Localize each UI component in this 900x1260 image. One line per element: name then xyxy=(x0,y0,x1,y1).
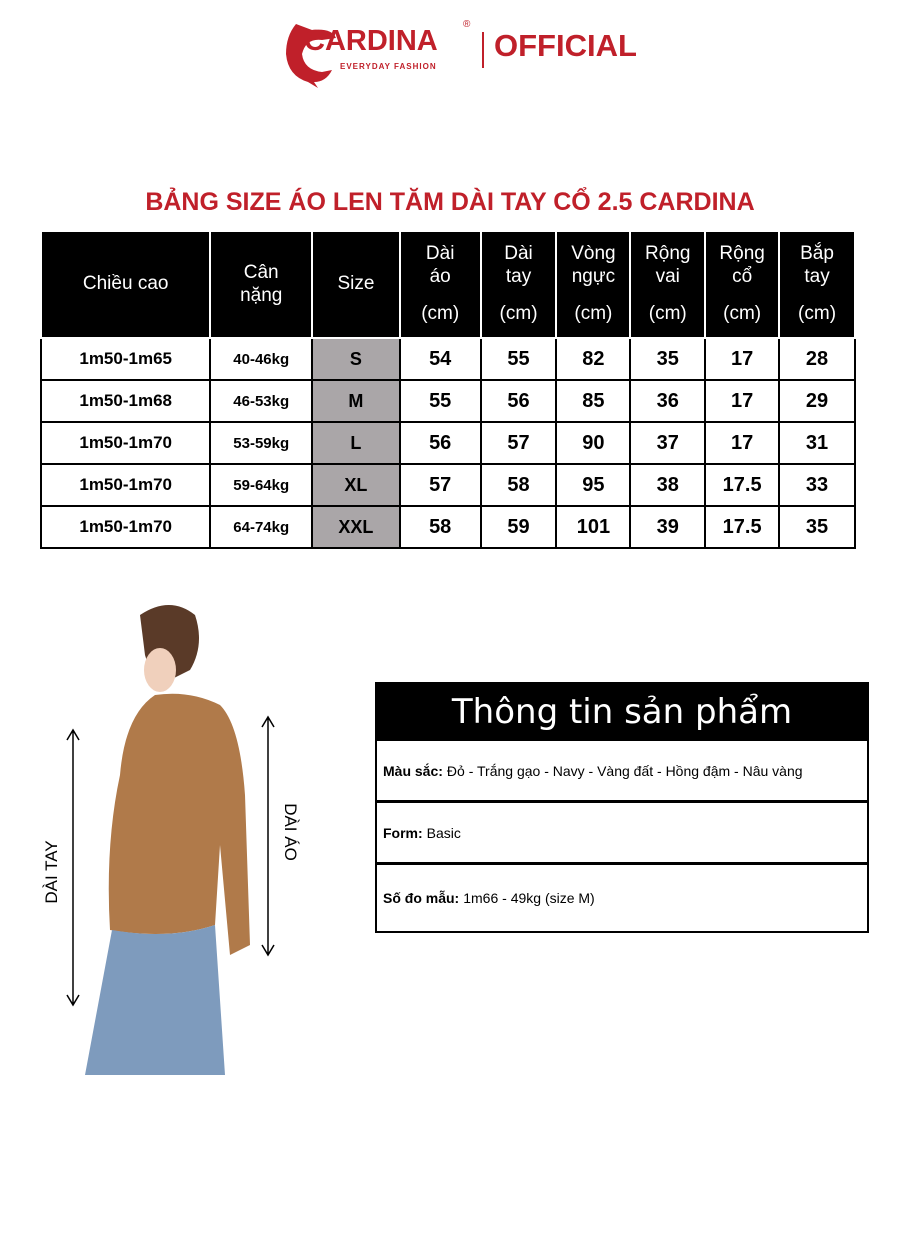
header-label: Rộng cổ xyxy=(719,243,765,288)
header-unit: (cm) xyxy=(574,302,613,324)
info-key: Form: xyxy=(383,824,423,841)
tagline: EVERYDAY FASHION xyxy=(340,62,437,71)
info-key: Số đo mẫu: xyxy=(383,890,460,906)
table-cell: 17.5 xyxy=(704,505,781,549)
size-chart-title: BẢNG SIZE ÁO LEN TĂM DÀI TAY CỔ 2.5 CARD… xyxy=(145,188,755,216)
table-cell: 33 xyxy=(778,463,856,507)
cardinal-bird-icon xyxy=(286,24,336,88)
table-cell: S xyxy=(311,337,401,381)
official-label: OFFICIAL xyxy=(494,28,637,63)
table-cell: 35 xyxy=(778,505,856,549)
table-cell: 17 xyxy=(704,421,781,465)
column-header: Cân nặng xyxy=(209,232,314,339)
table-row: 1m50-1m70 53-59kg L 56 57 90 37 17 31 xyxy=(39,421,856,465)
table-row: 1m50-1m70 64-74kg XXL 58 59 101 39 17.5 35 xyxy=(39,505,856,549)
table-cell: 38 xyxy=(629,463,707,507)
table-cell: 95 xyxy=(555,463,632,507)
column-header: Rộng vai (cm) xyxy=(629,232,707,339)
header-label: Vòng ngực xyxy=(571,243,616,288)
table-cell: 31 xyxy=(778,421,856,465)
table-row: 1m50-1m68 46-53kg M 55 56 85 36 17 29 xyxy=(39,379,856,423)
table-cell: 1m50-1m65 xyxy=(39,337,212,381)
header-label: Cân nặng xyxy=(240,261,283,306)
table-row: 1m50-1m65 40-46kg S 54 55 82 35 17 28 xyxy=(39,337,856,381)
table-cell: 17 xyxy=(704,379,781,423)
header-unit: (cm) xyxy=(499,302,538,324)
header-label: Size xyxy=(337,273,375,295)
table-cell: 53-59kg xyxy=(209,421,314,465)
table-cell: 35 xyxy=(629,337,707,381)
table-cell: 37 xyxy=(629,421,707,465)
table-cell: 55 xyxy=(398,379,482,423)
column-header: Dài áo (cm) xyxy=(398,232,482,339)
table-cell: 82 xyxy=(555,337,632,381)
info-row-form: Form: Basic xyxy=(377,803,867,865)
header-label: Rộng vai xyxy=(645,243,691,288)
table-cell: 58 xyxy=(398,505,482,549)
column-header: Vòng ngực (cm) xyxy=(555,232,632,339)
info-value: 1m66 - 49kg (size M) xyxy=(463,890,595,906)
header-label: Dài tay xyxy=(504,243,533,288)
divider xyxy=(482,32,484,68)
sleeve-length-label: DÀI TAY xyxy=(42,840,61,904)
shirt-length-label: DÀI ÁO xyxy=(281,803,300,861)
table-cell: 58 xyxy=(479,463,558,507)
table-cell: 101 xyxy=(555,505,632,549)
info-value: Basic xyxy=(426,824,461,841)
table-cell: XXL xyxy=(311,505,401,549)
table-cell: 59 xyxy=(479,505,558,549)
registered-mark: ® xyxy=(463,19,471,30)
column-header: Chiều cao xyxy=(39,232,212,339)
table-cell: 1m50-1m70 xyxy=(39,421,212,465)
column-header: Bắp tay (cm) xyxy=(778,232,856,339)
table-cell: L xyxy=(311,421,401,465)
header-unit: (cm) xyxy=(723,302,762,324)
table-cell: M xyxy=(311,379,401,423)
column-header: Size xyxy=(311,232,401,339)
table-cell: 39 xyxy=(629,505,707,549)
product-info-box: Thông tin sản phẩm Màu sắc: Đỏ - Trắng gạ… xyxy=(375,682,869,933)
table-cell: 56 xyxy=(398,421,482,465)
table-cell: 57 xyxy=(479,421,558,465)
table-cell: 40-46kg xyxy=(209,337,314,381)
table-cell: 1m50-1m70 xyxy=(39,463,212,507)
table-cell: 17 xyxy=(704,337,781,381)
brand-name: CARDINA xyxy=(304,25,438,57)
table-cell: XL xyxy=(311,463,401,507)
product-info-title: Thông tin sản phẩm xyxy=(377,684,867,741)
column-header: Dài tay (cm) xyxy=(479,232,558,339)
table-row: 1m50-1m70 59-64kg XL 57 58 95 38 17.5 33 xyxy=(39,463,856,507)
table-cell: 85 xyxy=(555,379,632,423)
header-label: Chiều cao xyxy=(82,273,169,295)
table-cell: 46-53kg xyxy=(209,379,314,423)
cardina-logo: CARDINA ® EVERYDAY FASHION OFFICIAL xyxy=(282,20,682,90)
table-cell: 29 xyxy=(778,379,856,423)
size-table: Chiều cao Cân nặng Size Dài áo (cm) Dài tay (c… xyxy=(39,232,856,549)
header-unit: (cm) xyxy=(421,302,460,324)
header-label: Dài áo xyxy=(425,243,455,288)
table-cell: 64-74kg xyxy=(209,505,314,549)
table-cell: 28 xyxy=(778,337,856,381)
table-cell: 55 xyxy=(479,337,558,381)
table-cell: 1m50-1m68 xyxy=(39,379,212,423)
header-unit: (cm) xyxy=(798,302,837,324)
table-cell: 54 xyxy=(398,337,482,381)
model-photo: DÀI TAY DÀI ÁO xyxy=(40,595,340,1075)
header-unit: (cm) xyxy=(648,302,687,324)
table-cell: 57 xyxy=(398,463,482,507)
info-key: Màu sắc: xyxy=(383,762,443,779)
info-row-model-measurements: Số đo mẫu: 1m66 - 49kg (size M) xyxy=(377,865,867,931)
table-cell: 59-64kg xyxy=(209,463,314,507)
table-cell: 17.5 xyxy=(704,463,781,507)
header-label: Bắp tay xyxy=(800,243,834,288)
info-value: Đỏ - Trắng gạo - Navy - Vàng đất - Hồng … xyxy=(446,762,803,779)
column-header: Rộng cổ (cm) xyxy=(704,232,781,339)
table-cell: 90 xyxy=(555,421,632,465)
table-cell: 1m50-1m70 xyxy=(39,505,212,549)
table-cell: 56 xyxy=(479,379,558,423)
table-cell: 36 xyxy=(629,379,707,423)
info-row-colors: Màu sắc: Đỏ - Trắng gạo - Navy - Vàng đất… xyxy=(377,741,867,803)
